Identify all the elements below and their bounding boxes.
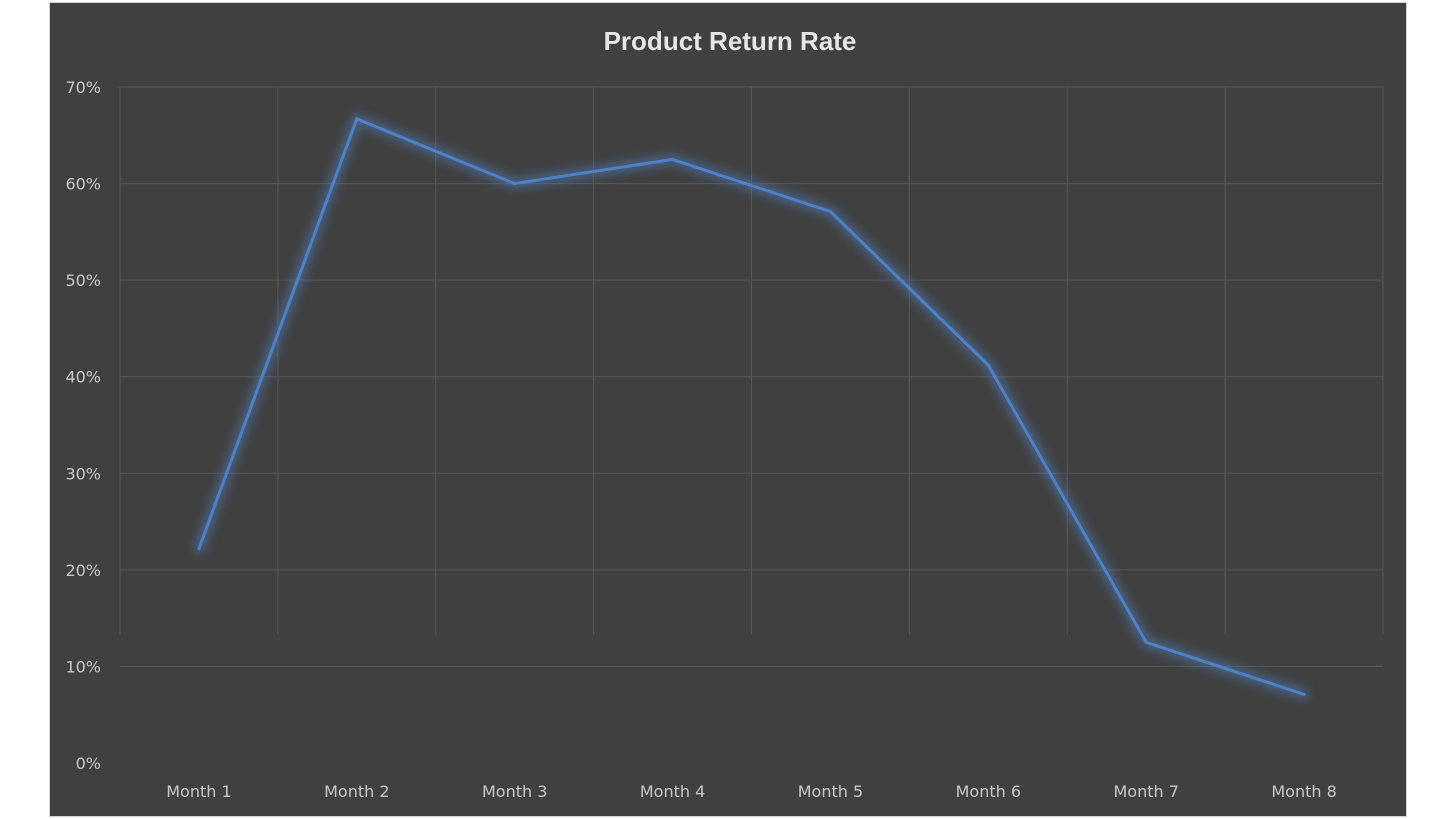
series-line — [197, 117, 1306, 696]
y-tick-label: 60% — [65, 175, 101, 194]
x-tick-label: Month 7 — [1113, 782, 1178, 801]
y-tick-label: 10% — [65, 657, 101, 676]
series-group — [193, 113, 1310, 700]
data-point — [986, 363, 990, 367]
y-tick-label: 0% — [76, 754, 101, 773]
x-tick-label: Month 6 — [956, 782, 1021, 801]
y-tick-label: 30% — [65, 464, 101, 483]
y-tick-label: 20% — [65, 561, 101, 580]
x-tick-label: Month 2 — [324, 782, 389, 801]
chart-area — [49, 2, 1407, 817]
y-tick-label: 50% — [65, 271, 101, 290]
x-tick-label: Month 1 — [166, 782, 231, 801]
data-point — [197, 547, 201, 551]
x-tick-label: Month 4 — [640, 782, 705, 801]
y-tick-label: 70% — [65, 78, 101, 97]
x-axis-ticks: Month 1 Month 2 Month 3 Month 4 Month 5 Month… — [166, 782, 1337, 801]
x-tick-label: Month 5 — [798, 782, 863, 801]
x-tick-label: Month 3 — [482, 782, 547, 801]
data-point — [355, 117, 359, 121]
data-point — [671, 157, 675, 161]
y-axis-ticks: 0% 10% 20% 30% 40% 50% 60% 70% — [65, 78, 101, 773]
chart-title: Product Return Rate — [604, 26, 857, 56]
gridlines — [119, 86, 1384, 667]
data-point — [1302, 692, 1306, 696]
y-tick-label: 40% — [65, 368, 101, 387]
data-point — [1144, 640, 1148, 644]
x-tick-label: Month 8 — [1271, 782, 1336, 801]
data-point — [513, 182, 517, 186]
data-point — [828, 210, 832, 214]
